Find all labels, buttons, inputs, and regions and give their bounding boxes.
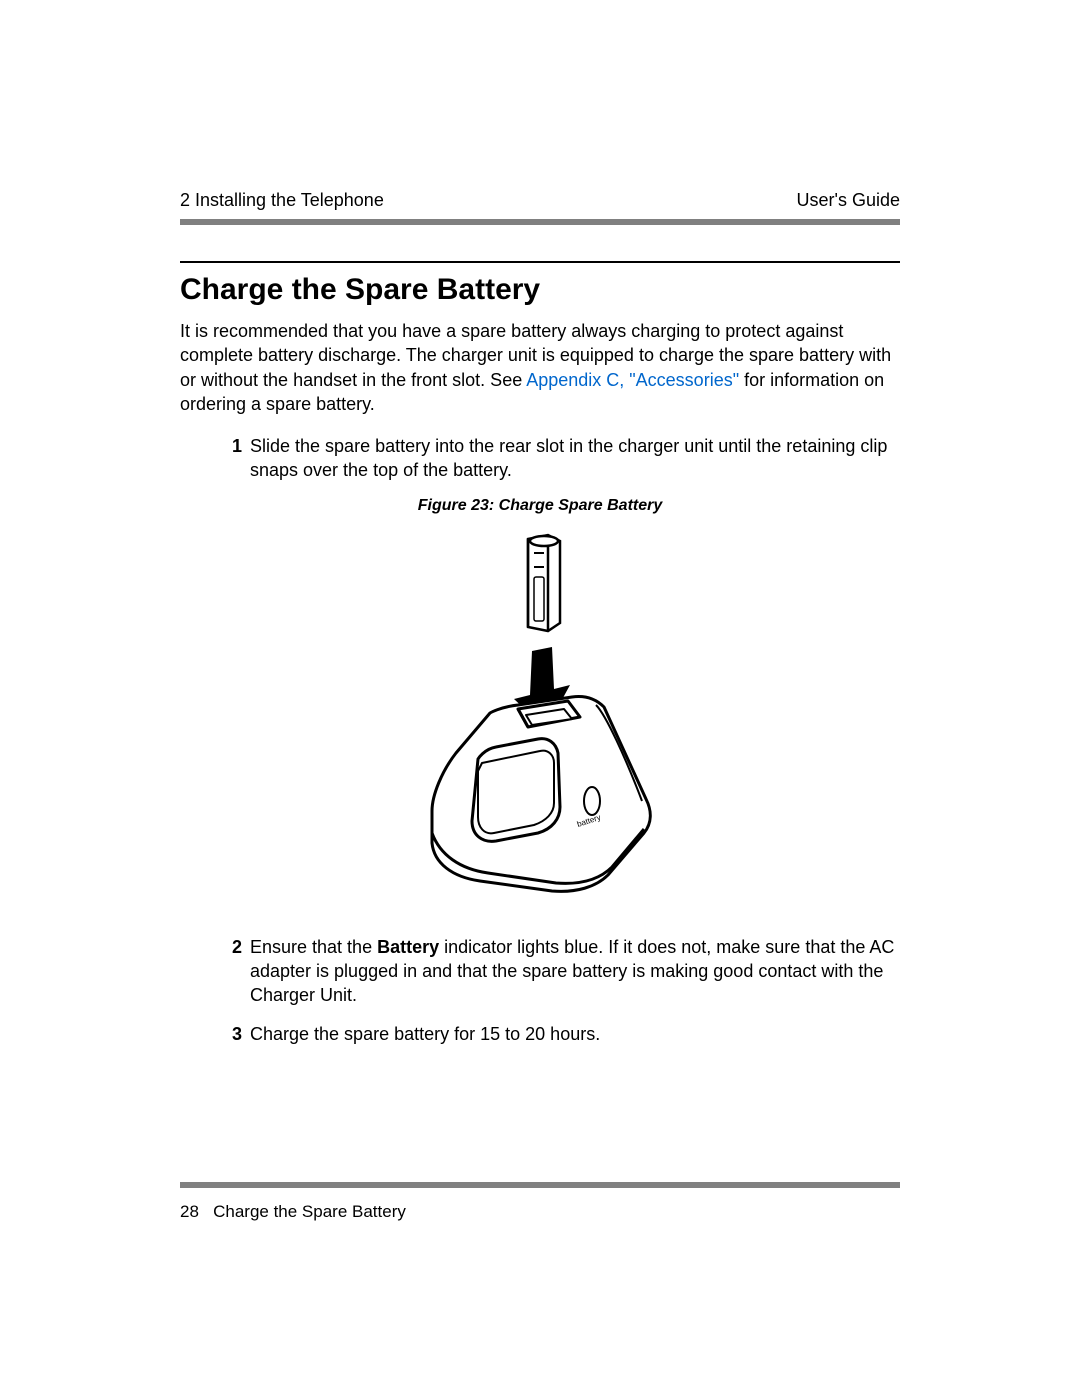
steps-list-2: 2 Ensure that the Battery indicator ligh… <box>180 935 900 1046</box>
step-item: 3 Charge the spare battery for 15 to 20 … <box>220 1022 900 1046</box>
steps-list: 1 Slide the spare battery into the rear … <box>180 434 900 483</box>
footer-title: Charge the Spare Battery <box>213 1202 406 1221</box>
figure-caption: Figure 23: Charge Spare Battery <box>180 497 900 515</box>
header-right: User's Guide <box>797 190 900 211</box>
step-number: 2 <box>220 935 242 1008</box>
footer-text: 28 Charge the Spare Battery <box>180 1202 900 1222</box>
footer-page-num: 28 <box>180 1202 199 1221</box>
figure-diagram: battery <box>180 531 900 911</box>
step-body: Charge the spare battery for 15 to 20 ho… <box>250 1022 900 1046</box>
step-number: 1 <box>220 434 242 483</box>
step-body: Ensure that the Battery indicator lights… <box>250 935 900 1008</box>
footer-rule <box>180 1182 900 1188</box>
step-item: 2 Ensure that the Battery indicator ligh… <box>220 935 900 1008</box>
header-rule <box>180 219 900 225</box>
section-rule <box>180 261 900 263</box>
charger-diagram-icon: battery <box>400 531 680 911</box>
step-body: Slide the spare battery into the rear sl… <box>250 434 900 483</box>
page-footer: 28 Charge the Spare Battery <box>180 1182 900 1222</box>
page-header: 2 Installing the Telephone User's Guide <box>180 190 900 211</box>
intro-paragraph: It is recommended that you have a spare … <box>180 319 900 416</box>
appendix-link[interactable]: Appendix C, "Accessories" <box>526 370 739 390</box>
header-left: 2 Installing the Telephone <box>180 190 384 211</box>
step-item: 1 Slide the spare battery into the rear … <box>220 434 900 483</box>
step-number: 3 <box>220 1022 242 1046</box>
section-heading: Charge the Spare Battery <box>180 273 900 307</box>
